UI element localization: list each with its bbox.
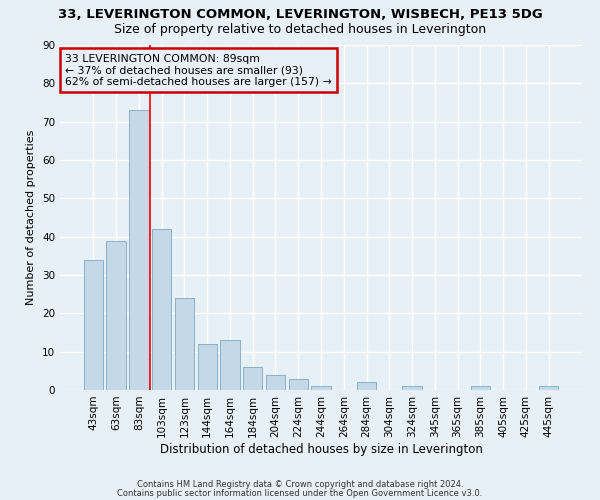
Bar <box>220 340 239 390</box>
Bar <box>403 386 422 390</box>
Bar <box>243 367 262 390</box>
Bar <box>197 344 217 390</box>
Text: Contains public sector information licensed under the Open Government Licence v3: Contains public sector information licen… <box>118 488 482 498</box>
Text: 33 LEVERINGTON COMMON: 89sqm
← 37% of detached houses are smaller (93)
62% of se: 33 LEVERINGTON COMMON: 89sqm ← 37% of de… <box>65 54 332 87</box>
X-axis label: Distribution of detached houses by size in Leverington: Distribution of detached houses by size … <box>160 442 482 456</box>
Bar <box>106 240 126 390</box>
Bar <box>539 386 558 390</box>
Bar <box>84 260 103 390</box>
Bar <box>289 378 308 390</box>
Bar <box>470 386 490 390</box>
Bar <box>311 386 331 390</box>
Bar <box>175 298 194 390</box>
Bar <box>357 382 376 390</box>
Text: 33, LEVERINGTON COMMON, LEVERINGTON, WISBECH, PE13 5DG: 33, LEVERINGTON COMMON, LEVERINGTON, WIS… <box>58 8 542 20</box>
Bar <box>129 110 149 390</box>
Bar <box>266 374 285 390</box>
Bar <box>152 229 172 390</box>
Text: Contains HM Land Registry data © Crown copyright and database right 2024.: Contains HM Land Registry data © Crown c… <box>137 480 463 489</box>
Text: Size of property relative to detached houses in Leverington: Size of property relative to detached ho… <box>114 22 486 36</box>
Y-axis label: Number of detached properties: Number of detached properties <box>26 130 37 305</box>
